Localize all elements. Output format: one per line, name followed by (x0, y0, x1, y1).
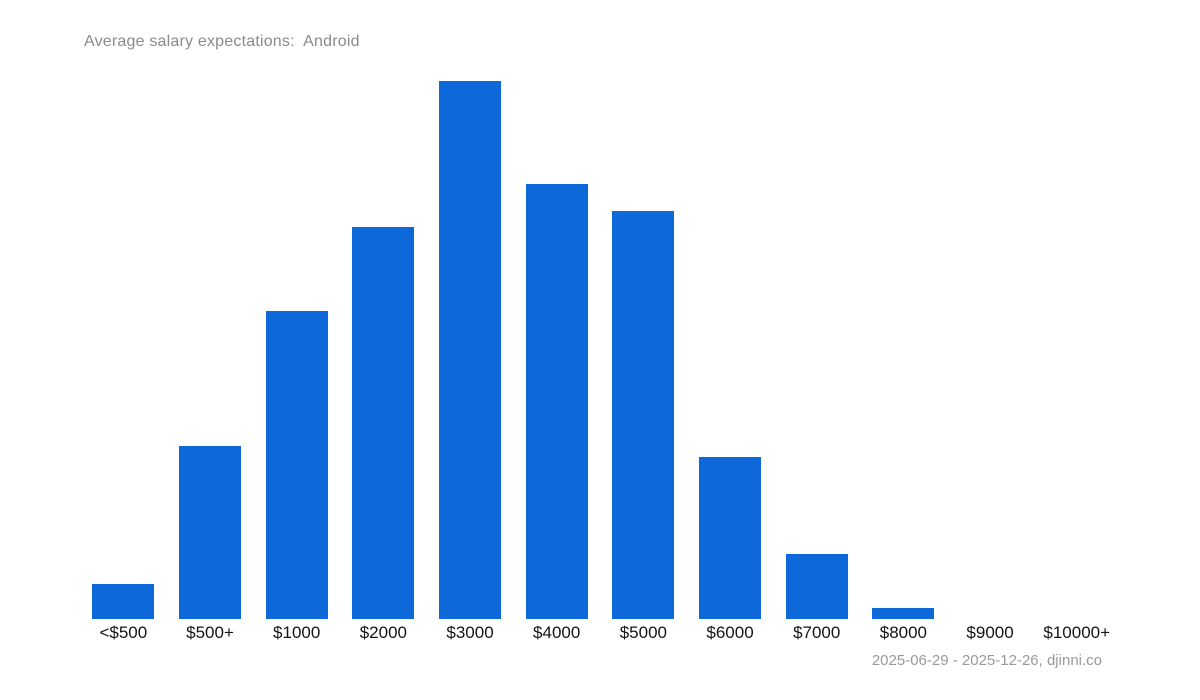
bar-slot (167, 81, 254, 619)
x-axis-label: $9000 (966, 623, 1014, 642)
chart-footer: 2025-06-29 - 2025-12-26, djinni.co (871, 652, 1102, 669)
chart-bar-10 (872, 608, 935, 619)
x-axis-label: $2000 (359, 623, 407, 642)
x-axis-label: $10000+ (1043, 623, 1111, 642)
bar-slot (947, 81, 1034, 619)
bar-slot (687, 81, 774, 619)
bar-slot (600, 81, 687, 619)
chart-bar-9 (785, 554, 848, 619)
x-axis-label: $3000 (446, 623, 494, 642)
chart-bar-6 (525, 184, 588, 619)
chart-bar-7 (612, 211, 675, 619)
bar-slot (860, 81, 947, 619)
x-axis-label: $4000 (533, 623, 581, 642)
x-axis-label: $5000 (619, 623, 667, 642)
bar-chart-plot (80, 81, 1120, 619)
bar-slot (427, 81, 514, 619)
x-axis-label: $6000 (706, 623, 754, 642)
bar-slot (773, 81, 860, 619)
bar-slot (253, 81, 340, 619)
chart-bar-5 (439, 81, 502, 619)
chart-bar-2 (179, 446, 241, 619)
chart-bar-8 (699, 457, 762, 619)
chart-bar-3 (265, 311, 328, 619)
chart-bar-4 (352, 227, 415, 619)
x-axis-label: $8000 (879, 623, 928, 642)
x-axis-labels: <$500 $500+ $1000 $2000 $3000 $4000 $5000 $6000… (80, 623, 1120, 643)
chart-title: Average salary expectations: Android (84, 33, 360, 50)
x-axis-label: <$500 (99, 623, 148, 642)
bar-slot (80, 81, 167, 619)
bar-slot (513, 81, 600, 619)
chart-bar-1 (92, 584, 155, 619)
bar-slot (340, 81, 427, 619)
bar-slot (1033, 81, 1120, 619)
x-axis-label: $7000 (793, 623, 841, 642)
x-axis-label: $1000 (273, 623, 321, 642)
x-axis-label: $500+ (186, 623, 234, 642)
